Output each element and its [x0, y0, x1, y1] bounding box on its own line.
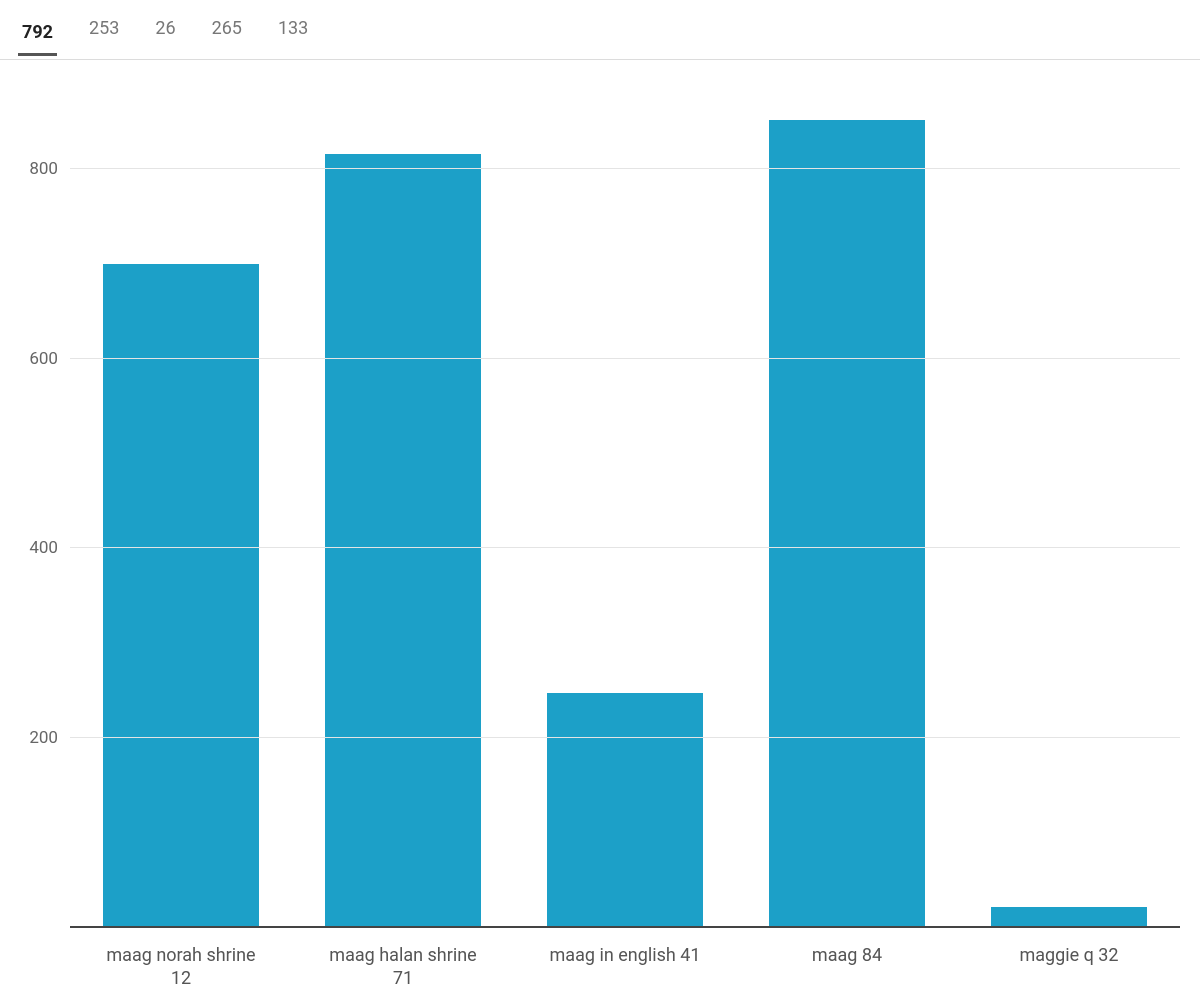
y-tick-label: 800 [29, 159, 70, 179]
x-axis-label: maag 84 [736, 944, 958, 967]
tabs-row: 792 253 26 265 133 [0, 0, 1200, 60]
x-axis-label: maag in english 41 [514, 944, 736, 967]
tab-792[interactable]: 792 [18, 18, 57, 56]
tab-26[interactable]: 26 [151, 14, 179, 49]
chart-container: 79225326265133 200400600800 maag norah s… [0, 0, 1200, 998]
y-tick-label: 400 [29, 538, 70, 558]
x-axis-label: maag halan shrine 71 [292, 944, 514, 991]
chart-area: 200400600800 maag norah shrine 12maag ha… [0, 56, 1200, 998]
bar [769, 120, 924, 928]
y-tick-label: 200 [29, 728, 70, 748]
tab-253[interactable]: 253 [85, 14, 123, 49]
bar [991, 907, 1146, 928]
bar [547, 693, 702, 928]
tab-133[interactable]: 133 [274, 14, 312, 49]
bar [103, 264, 258, 928]
x-axis-label: maggie q 32 [958, 944, 1180, 967]
y-tick-label: 600 [29, 349, 70, 369]
x-axis-label: maag norah shrine 12 [70, 944, 292, 991]
tab-265[interactable]: 265 [208, 14, 246, 49]
plot-area: 200400600800 [70, 74, 1180, 928]
x-axis-line [70, 926, 1180, 928]
grid-line [70, 737, 1180, 738]
grid-line [70, 168, 1180, 169]
x-axis-labels: maag norah shrine 12maag halan shrine 71… [70, 936, 1180, 998]
grid-line [70, 547, 1180, 548]
bars-layer [70, 74, 1180, 928]
bar [325, 154, 480, 928]
grid-line [70, 358, 1180, 359]
